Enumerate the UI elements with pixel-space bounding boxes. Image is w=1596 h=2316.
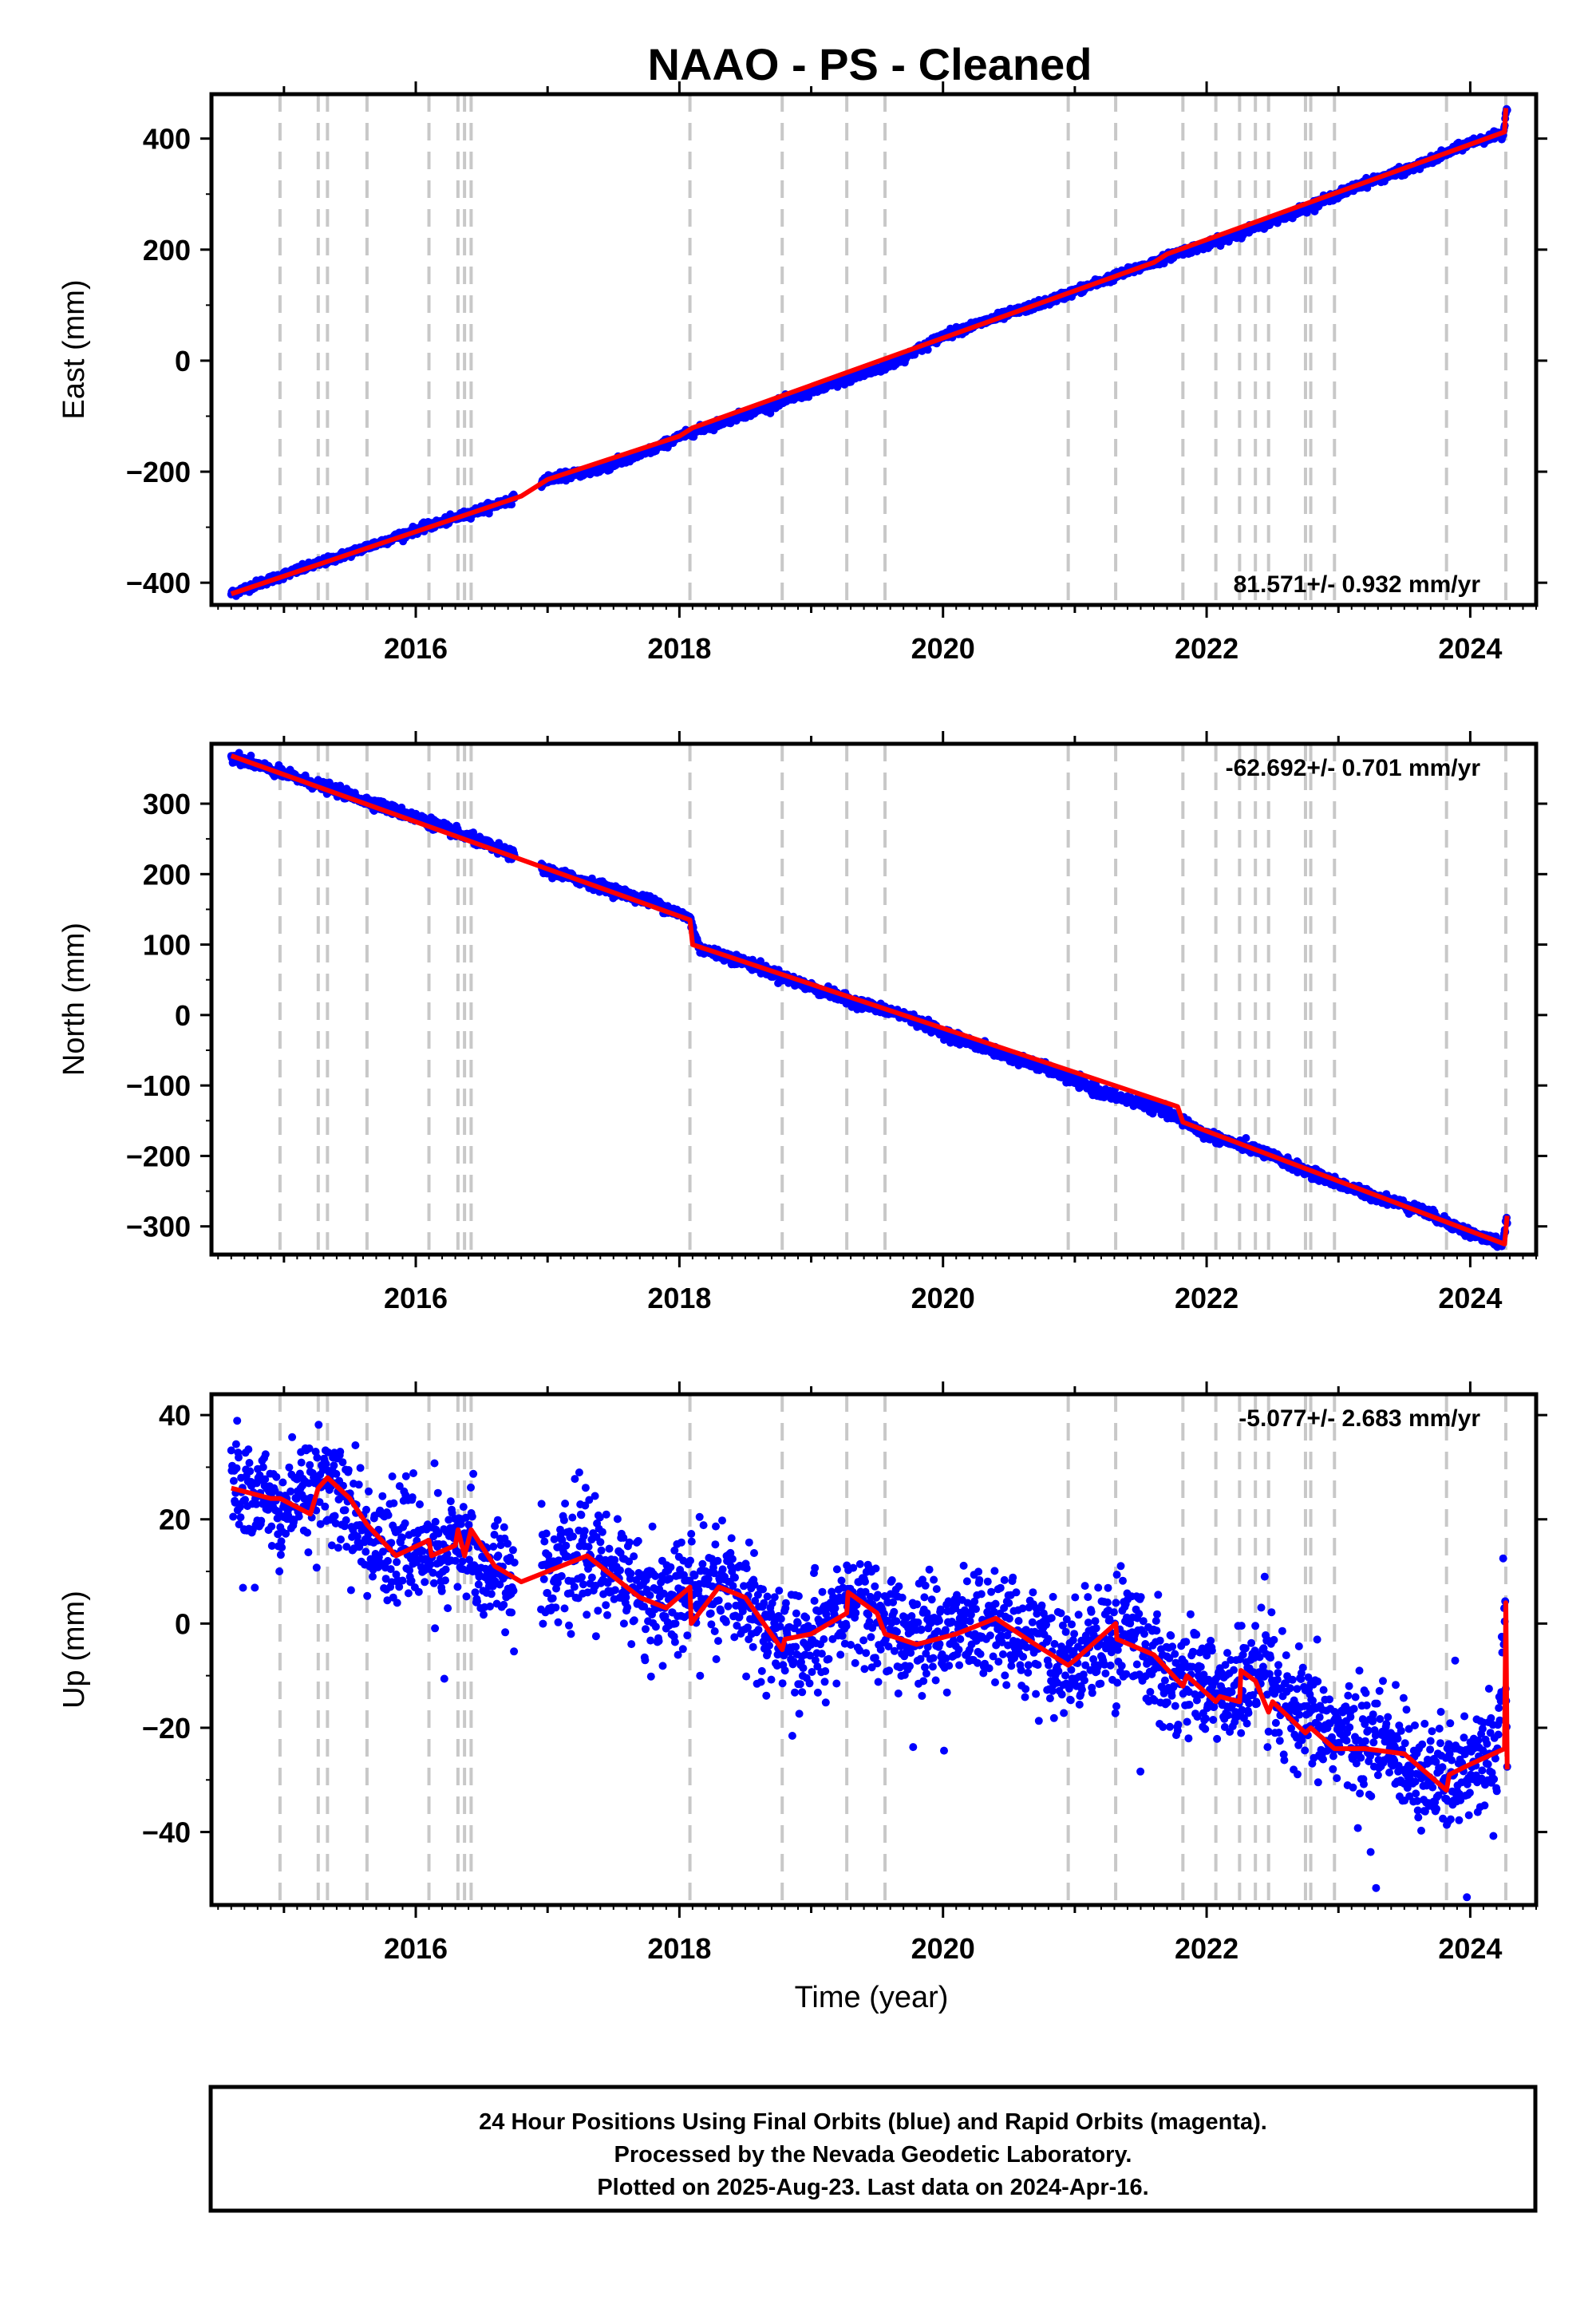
position-points xyxy=(227,105,1511,600)
data-point xyxy=(1242,1134,1250,1142)
chart-title: NAAO - PS - Cleaned xyxy=(648,39,1092,89)
x-tick-label: 2020 xyxy=(911,632,975,665)
y-tick-label: −200 xyxy=(126,456,191,488)
x-tick-label: 2024 xyxy=(1438,632,1502,665)
x-tick-label: 2022 xyxy=(1175,632,1238,665)
y-axis-label: East (mm) xyxy=(57,279,91,419)
data-point xyxy=(923,346,932,354)
y-tick-label: 400 xyxy=(143,123,191,156)
panel-east: −400 −200 0 200 400 2016 2018 2020 2022 2024 East … xyxy=(57,81,1547,665)
y-tick-label: 200 xyxy=(143,234,191,267)
y-tick-label: 0 xyxy=(175,345,191,377)
y-tick-label: −400 xyxy=(126,567,191,599)
x-tick-label: 2018 xyxy=(647,632,711,665)
velocity-rate-label: 81.571+/- 0.932 mm/yr xyxy=(1234,571,1481,598)
x-tick-label: 2016 xyxy=(384,632,448,665)
panels-group: −400 −200 0 200 400 2016 2018 2020 2022 2024 East … xyxy=(57,81,1547,1965)
